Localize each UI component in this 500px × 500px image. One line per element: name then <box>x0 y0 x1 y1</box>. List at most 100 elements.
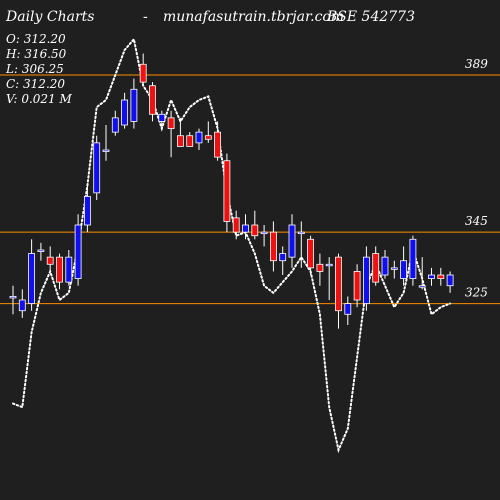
candle-47 <box>446 271 454 293</box>
candle-body-23 <box>223 160 231 222</box>
candle-body-28 <box>269 231 277 262</box>
candle-body-31 <box>297 231 305 235</box>
candle-body-39 <box>372 253 380 283</box>
candle-body-21 <box>204 135 212 140</box>
ohlc-low: L: 306.25 <box>5 62 64 76</box>
candle-body-41 <box>390 267 398 270</box>
candle-body-9 <box>93 142 101 194</box>
candle-1 <box>18 289 26 318</box>
candle-body-19 <box>186 135 194 147</box>
candle-41 <box>390 260 398 279</box>
level-label-325: 325 <box>465 286 488 300</box>
candle-15 <box>149 82 156 122</box>
candle-27 <box>260 225 268 247</box>
candle-44 <box>418 257 426 290</box>
level-label-345: 345 <box>465 214 488 228</box>
ohlc-volume: V: 0.021 M <box>6 92 72 106</box>
candle-body-6 <box>65 256 73 283</box>
candle-body-2 <box>28 253 36 304</box>
candle-body-45 <box>428 274 435 279</box>
candle-9 <box>93 135 101 200</box>
candle-body-16 <box>158 113 166 122</box>
header: Daily Charts - munafasutrain.tbrjar.com … <box>5 9 415 25</box>
candle-body-43 <box>409 238 417 279</box>
candle-body-22 <box>214 131 222 158</box>
candle-30 <box>288 214 296 268</box>
candle-body-29 <box>279 253 287 262</box>
candle-body-36 <box>344 303 352 315</box>
candle-body-37 <box>353 271 361 301</box>
candle-body-7 <box>74 224 82 279</box>
candle-body-14 <box>139 63 147 83</box>
candle-body-24 <box>232 217 240 233</box>
candle-40 <box>381 250 389 279</box>
candle-body-38 <box>362 256 370 304</box>
candle-body-47 <box>446 274 454 287</box>
candle-14 <box>139 53 147 86</box>
candle-body-13 <box>130 88 138 122</box>
candle-6 <box>65 250 73 286</box>
ohlc-block: O: 312.20 H: 316.50 L: 306.25 C: 312.20 … <box>5 32 72 106</box>
candle-body-8 <box>84 196 91 226</box>
candle-26 <box>251 210 259 240</box>
candle-46 <box>437 267 445 286</box>
candle-body-17 <box>167 117 175 129</box>
candle-3 <box>37 242 45 261</box>
chart-title: Daily Charts <box>5 9 94 25</box>
candle-body-25 <box>242 224 249 233</box>
candle-body-3 <box>37 249 45 252</box>
candle-body-18 <box>176 135 184 147</box>
ohlc-open: O: 312.20 <box>6 32 66 46</box>
candle-body-5 <box>56 256 63 283</box>
candle-13 <box>130 78 138 129</box>
candle-5 <box>56 253 63 290</box>
candle-body-12 <box>121 99 128 126</box>
candle-0 <box>9 285 17 315</box>
candle-body-20 <box>195 131 203 144</box>
candle-body-0 <box>9 296 17 299</box>
candle-28 <box>269 221 277 272</box>
candles-layer <box>9 53 454 329</box>
candle-38 <box>362 246 370 311</box>
candle-36 <box>344 296 352 325</box>
candle-body-32 <box>307 238 315 269</box>
candle-22 <box>214 121 222 161</box>
candle-18 <box>176 117 184 147</box>
candle-body-42 <box>400 260 408 279</box>
header-dash: - <box>143 9 148 25</box>
ohlc-high: H: 316.50 <box>5 47 67 61</box>
candle-body-44 <box>418 285 426 288</box>
candle-31 <box>297 221 305 268</box>
candle-19 <box>186 132 194 147</box>
candle-2 <box>28 239 36 311</box>
candle-8 <box>84 185 91 233</box>
candle-body-35 <box>335 256 342 312</box>
candle-37 <box>353 264 361 308</box>
candle-32 <box>307 235 315 275</box>
candle-body-27 <box>260 231 268 235</box>
candle-body-46 <box>437 274 445 279</box>
candle-20 <box>195 128 203 150</box>
candle-body-1 <box>18 299 26 312</box>
candle-43 <box>409 235 417 286</box>
candle-35 <box>335 253 342 329</box>
candle-body-34 <box>325 263 333 267</box>
candle-body-30 <box>288 224 296 258</box>
candle-4 <box>46 246 54 272</box>
candle-body-26 <box>251 224 259 237</box>
levels-layer: 389 345 325 <box>0 57 500 305</box>
candle-body-33 <box>316 263 324 272</box>
candle-39 <box>372 246 380 286</box>
candle-body-15 <box>149 85 156 115</box>
candle-body-40 <box>381 256 389 276</box>
candle-23 <box>223 153 231 233</box>
candle-7 <box>74 214 82 286</box>
ohlc-close: C: 312.20 <box>6 77 65 91</box>
symbol-label: BSE 542773 <box>326 9 415 25</box>
candle-12 <box>121 92 128 129</box>
site-name: munafasutrain.tbrjar.com <box>163 9 344 25</box>
candle-25 <box>242 214 249 240</box>
candle-29 <box>279 246 287 275</box>
